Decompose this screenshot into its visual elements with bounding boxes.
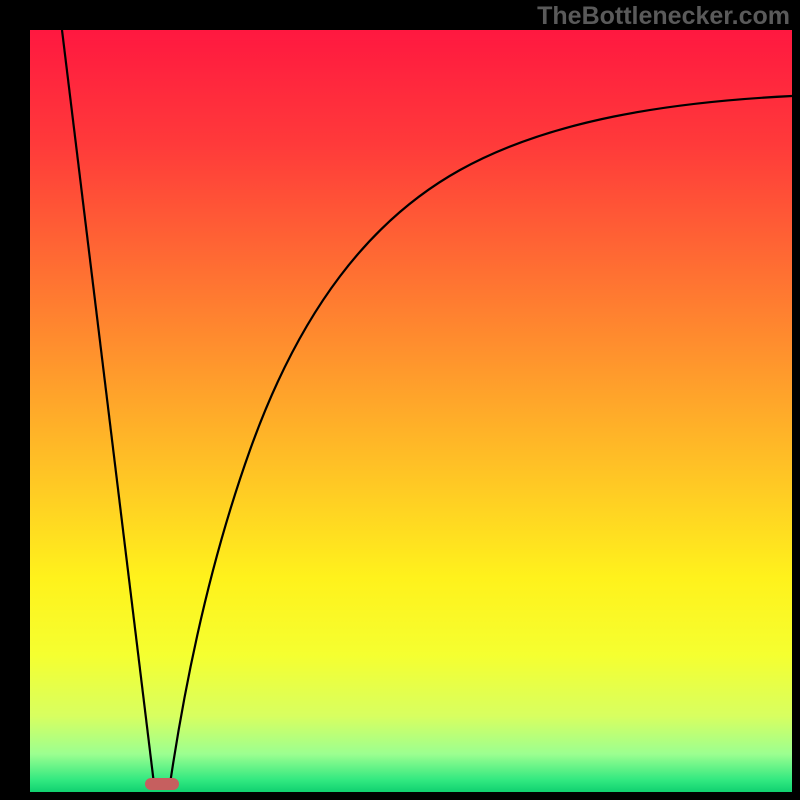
- curve-left-line: [62, 30, 154, 784]
- curve-right-arc: [170, 96, 792, 784]
- chart-container: TheBottlenecker.com: [0, 0, 800, 800]
- plot-area: [30, 30, 792, 792]
- minimum-marker: [145, 778, 179, 790]
- watermark-text: TheBottlenecker.com: [537, 2, 790, 31]
- curve-layer: [30, 30, 792, 792]
